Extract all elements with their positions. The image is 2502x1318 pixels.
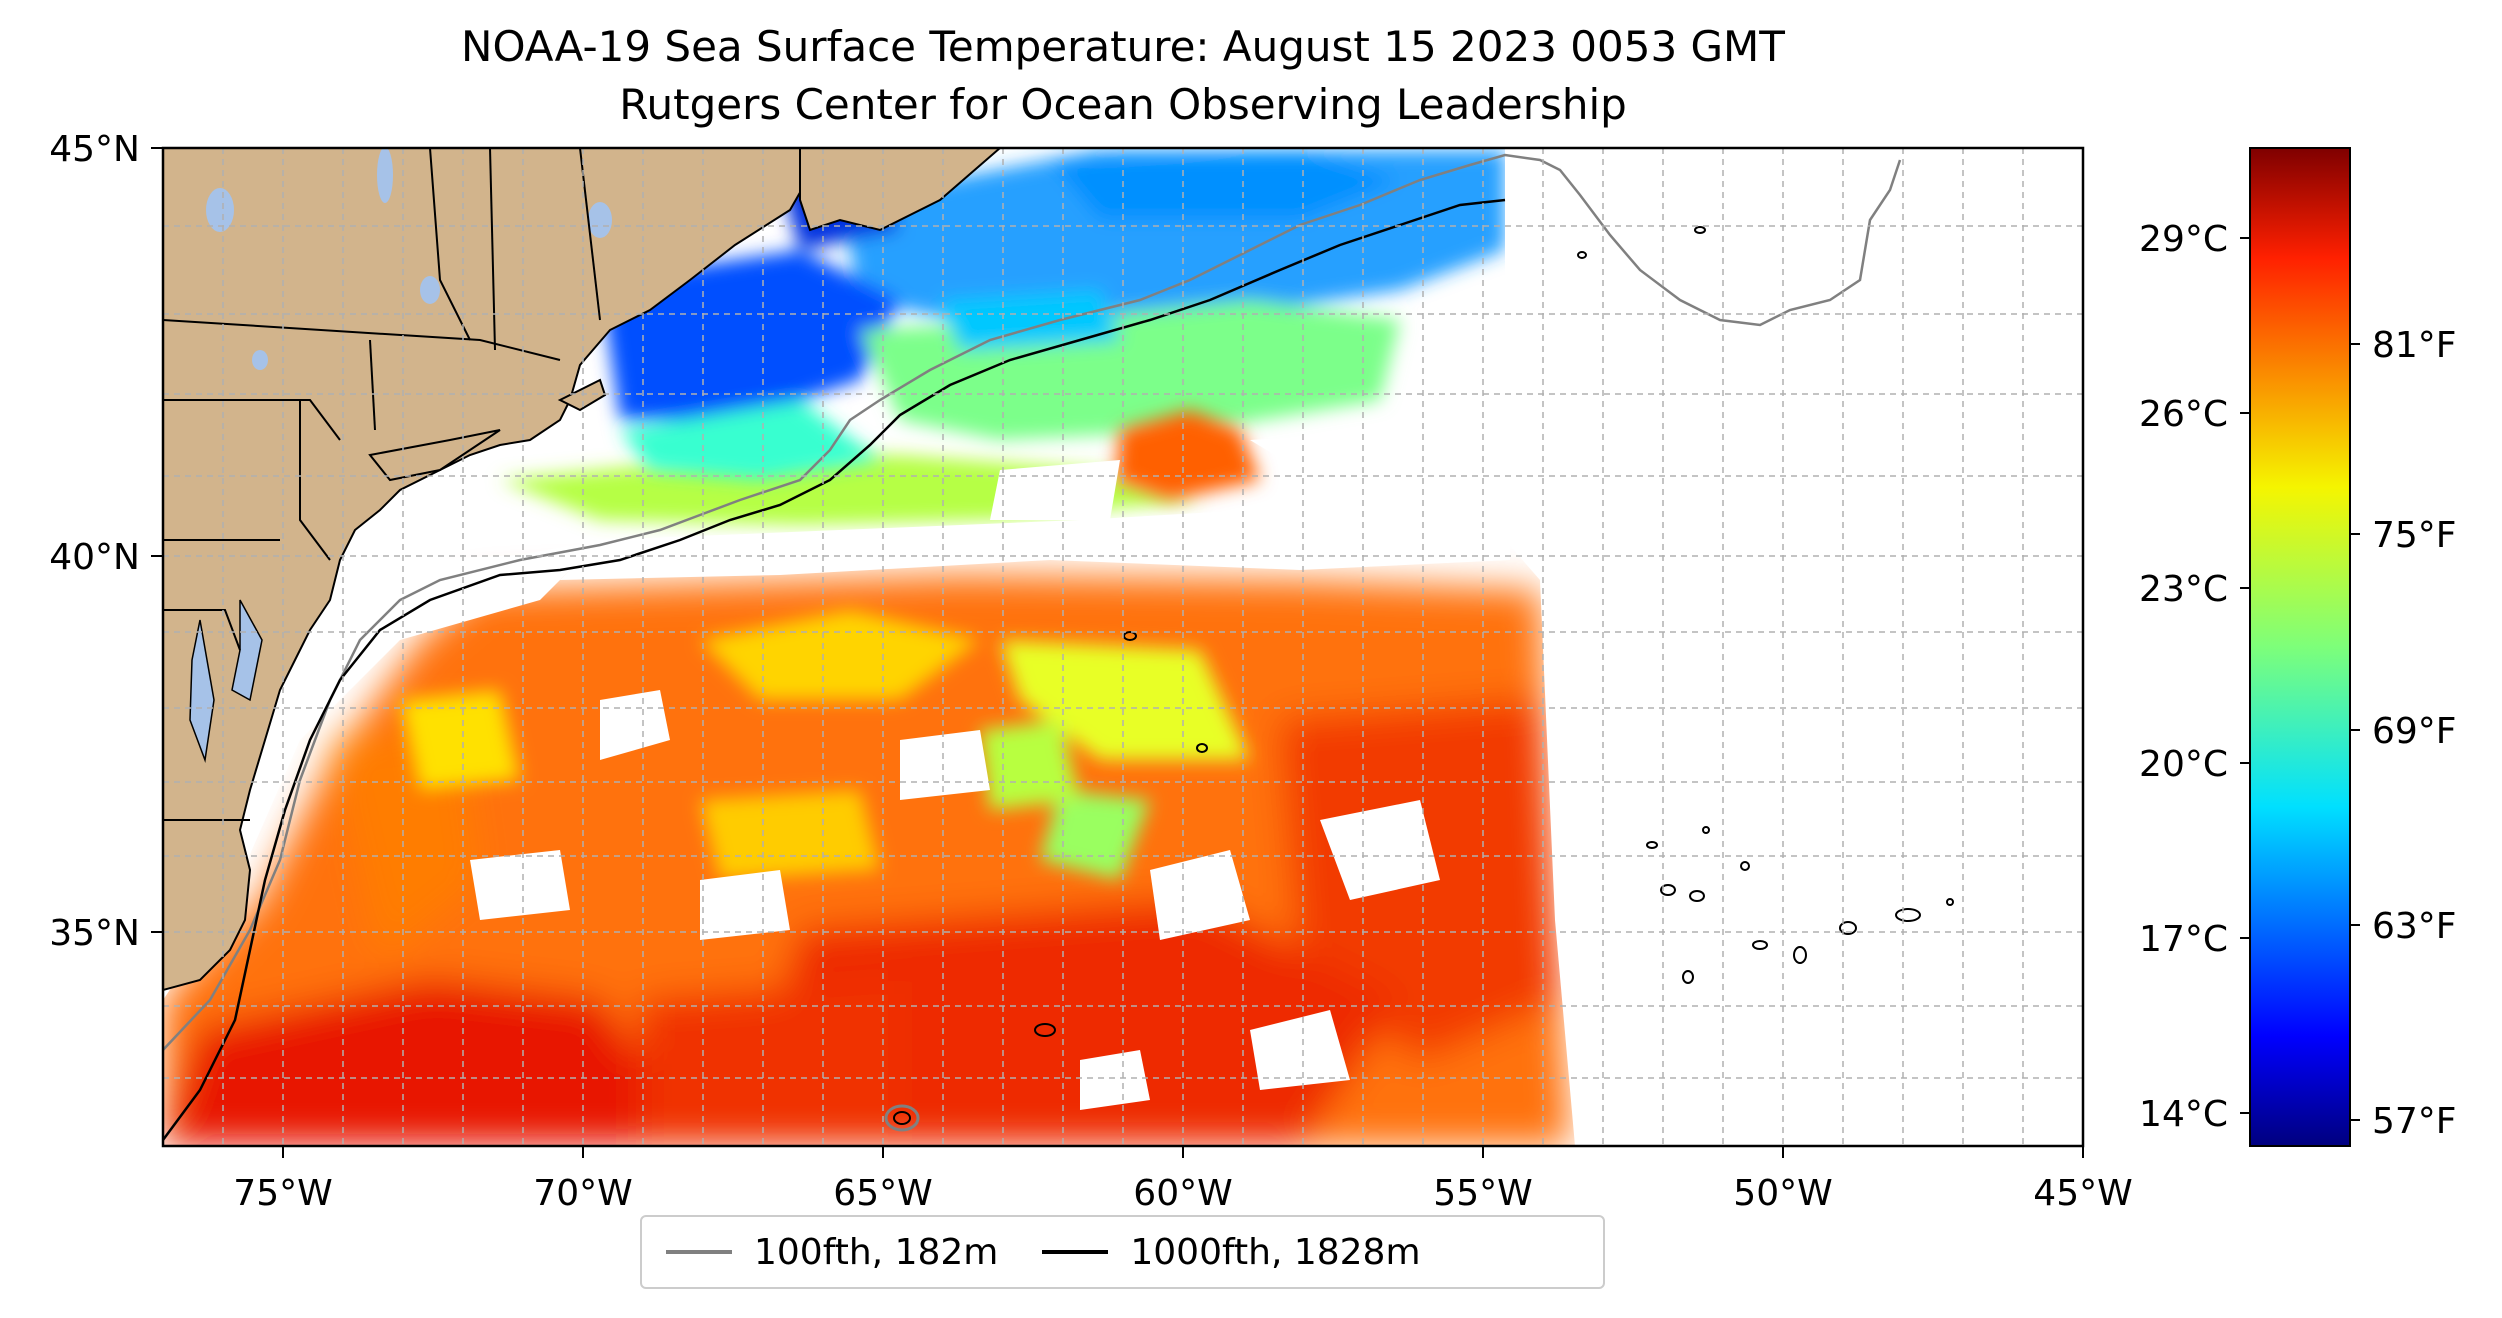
lon-label-50w: 50°W <box>1733 1173 1832 1214</box>
axis-ticks <box>151 147 2360 1158</box>
lat-label-40n: 40°N <box>49 537 140 578</box>
colorbar-fahrenheit-81: 81°F <box>2372 325 2457 366</box>
legend-label-100fth: 100fth, 182m <box>754 1231 999 1273</box>
legend: 100fth, 182m 1000fth, 1828m <box>640 1215 1605 1289</box>
chart-subtitle: Rutgers Center for Ocean Observing Leade… <box>619 80 1627 129</box>
gridlines <box>163 148 2083 1146</box>
sst-warm-patch <box>1115 410 1260 500</box>
seamount-contours <box>884 226 1954 1132</box>
chart-title: NOAA-19 Sea Surface Temperature: August … <box>461 22 1785 71</box>
colorbar <box>2249 147 2351 1147</box>
lat-label-45n: 45°N <box>49 129 140 170</box>
colorbar-celsius-29: 29°C <box>2139 219 2228 260</box>
legend-item-100fth: 100fth, 182m <box>666 1232 998 1273</box>
legend-line-black <box>1042 1250 1109 1254</box>
colorbar-celsius-20: 20°C <box>2139 744 2228 785</box>
lon-label-45w: 45°W <box>2033 1173 2132 1214</box>
lat-label-35n: 35°N <box>49 913 140 954</box>
legend-label-1000fth: 1000fth, 1828m <box>1130 1231 1421 1273</box>
colorbar-celsius-26: 26°C <box>2139 394 2228 435</box>
land <box>163 148 1002 992</box>
colorbar-fahrenheit-75: 75°F <box>2372 515 2457 556</box>
colorbar-fahrenheit-69: 69°F <box>2372 711 2457 752</box>
lon-label-55w: 55°W <box>1433 1173 1532 1214</box>
colorbar-fahrenheit-63: 63°F <box>2372 906 2457 947</box>
lon-label-75w: 75°W <box>233 1173 332 1214</box>
lon-label-70w: 70°W <box>533 1173 632 1214</box>
legend-line-gray <box>666 1250 732 1254</box>
legend-item-1000fth: 1000fth, 1828m <box>1042 1231 1421 1273</box>
colorbar-celsius-14: 14°C <box>2139 1094 2228 1135</box>
lon-label-60w: 60°W <box>1133 1173 1232 1214</box>
isobath-100fth <box>163 153 1902 1051</box>
colorbar-fahrenheit-57: 57°F <box>2372 1101 2457 1142</box>
lon-label-65w: 65°W <box>833 1173 932 1214</box>
map-frame <box>161 146 2085 1148</box>
sst-cold-field <box>600 150 1505 480</box>
isobath-1000fth <box>163 198 1506 1141</box>
colorbar-celsius-17: 17°C <box>2139 919 2228 960</box>
colorbar-celsius-23: 23°C <box>2139 569 2228 610</box>
